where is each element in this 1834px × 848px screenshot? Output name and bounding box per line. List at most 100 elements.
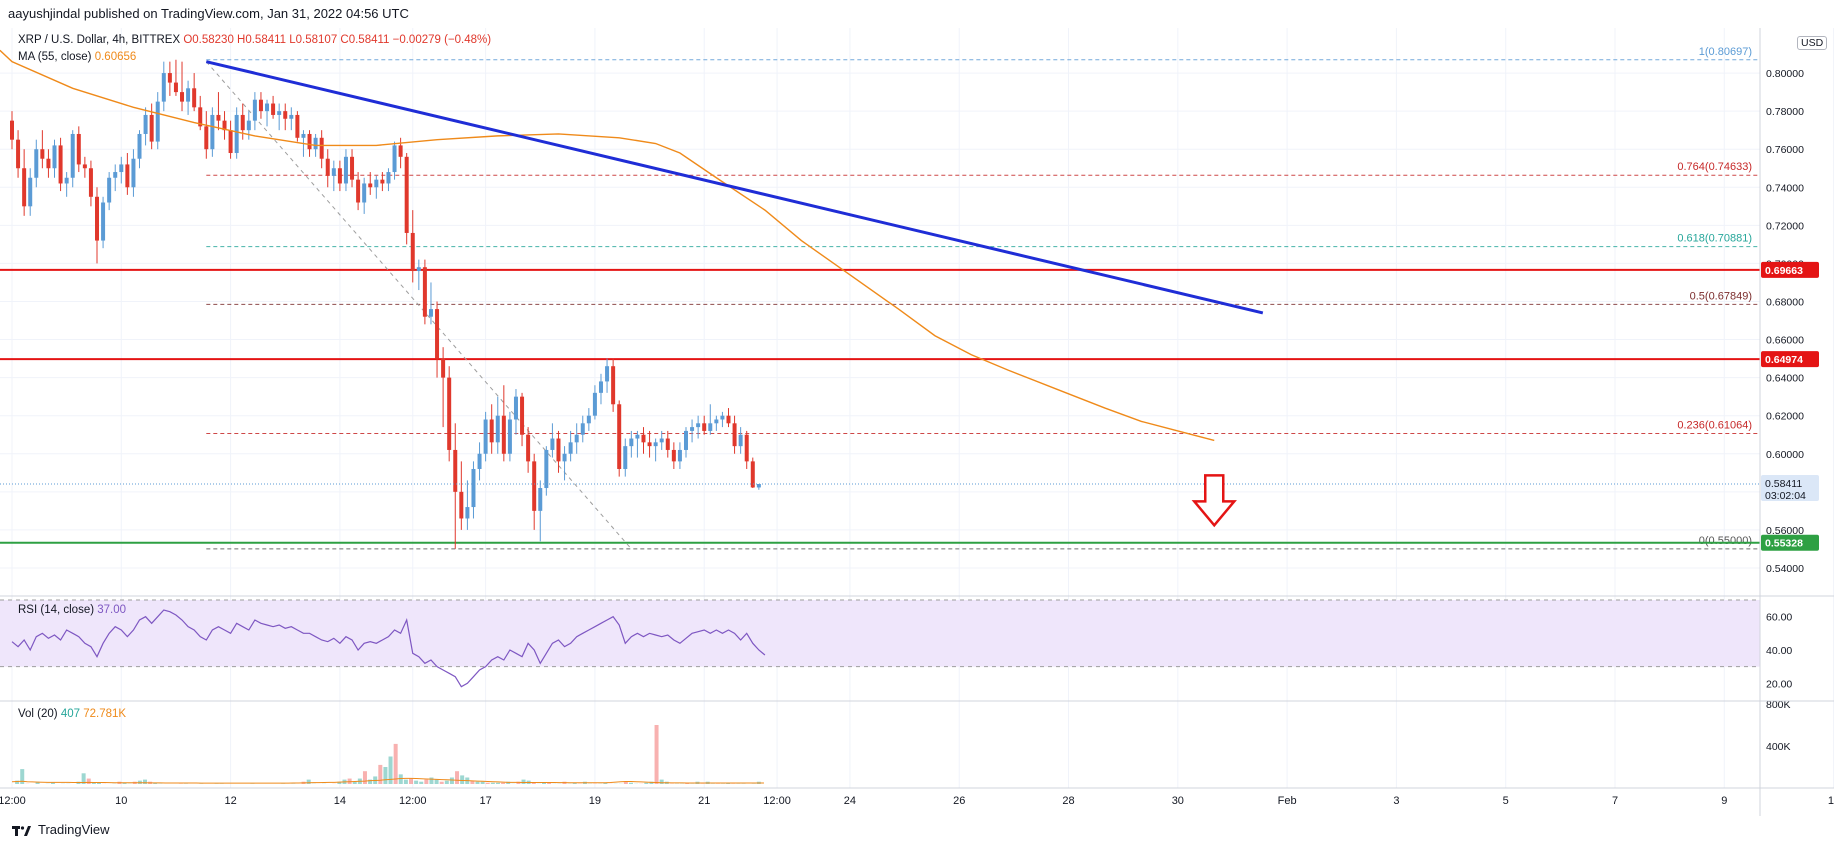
- time-tick-label: 21: [698, 795, 710, 807]
- price-tick-label: 0.74000: [1766, 182, 1804, 194]
- volume-bar: [50, 782, 55, 784]
- volume-pane[interactable]: [10, 725, 764, 788]
- volume-bar: [475, 781, 480, 784]
- time-tick-label: 30: [1172, 795, 1184, 807]
- candle-body: [617, 404, 622, 469]
- candle-body: [173, 82, 178, 93]
- fib-level-label: 0.236(0.61064): [1677, 420, 1752, 432]
- price-tick-label: 0.68000: [1766, 296, 1804, 308]
- currency-button[interactable]: USD: [1797, 36, 1828, 50]
- candle-body: [76, 133, 81, 165]
- rsi-pane[interactable]: [0, 599, 1760, 688]
- volume-bar: [495, 782, 500, 784]
- volume-bar: [352, 781, 357, 784]
- volume-bar: [388, 756, 393, 784]
- price-pane[interactable]: 1(0.80697) 0.764(0.74633) 0.618(0.70881) 0.…: [0, 46, 1760, 550]
- price-tick-label: 0.66000: [1766, 335, 1804, 347]
- brand-name: TradingView: [38, 822, 110, 837]
- candle-body: [265, 103, 270, 112]
- volume-bar: [480, 781, 485, 784]
- time-tick-label: 5: [1503, 795, 1509, 807]
- time-tick-label: 12: [224, 795, 236, 807]
- candle-body: [125, 164, 130, 188]
- candle-body: [641, 434, 646, 443]
- candle-body: [562, 453, 567, 462]
- candle-body: [289, 114, 294, 119]
- volume-bar: [81, 773, 86, 784]
- volume-bar: [424, 779, 429, 784]
- candle-body: [204, 126, 209, 150]
- candle-body: [465, 507, 470, 519]
- candle-body: [368, 183, 373, 188]
- volume-bar: [96, 782, 101, 784]
- candle-body: [635, 434, 640, 439]
- volume-bar: [654, 725, 659, 784]
- level-price-tag: [1761, 261, 1819, 278]
- volume-value-current: 407: [60, 708, 81, 720]
- candle-body: [714, 419, 719, 424]
- ma-value: 0.60656: [94, 51, 137, 63]
- volume-bar: [567, 783, 572, 784]
- moving-average-line: [0, 49, 1215, 442]
- candle-body: [380, 179, 385, 184]
- volume-bar: [460, 775, 465, 784]
- volume-bar: [127, 783, 132, 784]
- volume-tick-label: 400K: [1766, 741, 1791, 753]
- candle-body: [447, 377, 452, 450]
- tradingview-logo-icon: [12, 825, 31, 836]
- candle-body: [750, 461, 755, 488]
- fib-level-label: 0.5(0.67849): [1690, 290, 1752, 302]
- volume-bar: [91, 782, 96, 784]
- candle-body: [495, 415, 500, 443]
- price-tick-label: 0.60000: [1766, 449, 1804, 461]
- volume-bar: [613, 783, 618, 784]
- candle-body: [629, 438, 634, 447]
- volume-bar: [731, 783, 736, 784]
- candle-body: [271, 103, 276, 115]
- candle-body: [155, 101, 160, 142]
- candle-body: [410, 232, 415, 272]
- candle-body: [192, 88, 197, 108]
- candle-body: [744, 434, 749, 462]
- candle-body: [131, 158, 136, 188]
- candle-body: [113, 172, 118, 178]
- candle-body: [702, 423, 707, 431]
- volume-bar: [15, 780, 20, 784]
- volume-bar: [291, 783, 296, 784]
- volume-bar: [593, 783, 598, 784]
- price-tick-label: 0.64000: [1766, 373, 1804, 385]
- candle-body: [677, 449, 682, 462]
- candle-body: [501, 415, 506, 454]
- footer-brand[interactable]: TradingView: [12, 822, 110, 837]
- candle-body: [52, 145, 57, 169]
- candle-body: [605, 366, 610, 382]
- fib-level-label: 0.764(0.74633): [1677, 161, 1752, 173]
- fib-level-label: 0.618(0.70881): [1677, 233, 1752, 245]
- volume-bar: [634, 783, 639, 784]
- publisher-line: aayushjindal published on TradingView.co…: [8, 6, 409, 21]
- ma-legend: MA (55, close) 0.60656: [18, 51, 136, 63]
- volume-bar: [393, 743, 398, 784]
- candle-body: [325, 158, 330, 176]
- candle-body: [647, 442, 652, 447]
- candle-body: [64, 177, 69, 184]
- candle-body: [82, 164, 87, 169]
- volume-bar: [715, 783, 720, 784]
- fib-level-label: 0(0.55000): [1699, 535, 1752, 547]
- volume-bar: [501, 782, 506, 784]
- volume-bar: [618, 783, 623, 784]
- candle-body: [313, 137, 318, 150]
- rsi-label: RSI (14, close): [18, 604, 95, 616]
- candle-body: [295, 114, 300, 138]
- volume-bar: [552, 783, 557, 784]
- candle-body: [258, 99, 263, 112]
- candle-body: [343, 156, 348, 184]
- volume-bar: [178, 783, 183, 784]
- volume-bar: [250, 783, 255, 784]
- volume-bar: [710, 783, 715, 784]
- candle-body: [756, 484, 761, 488]
- volume-bar: [628, 782, 633, 784]
- volume-bar: [199, 783, 204, 784]
- volume-bar: [455, 771, 460, 784]
